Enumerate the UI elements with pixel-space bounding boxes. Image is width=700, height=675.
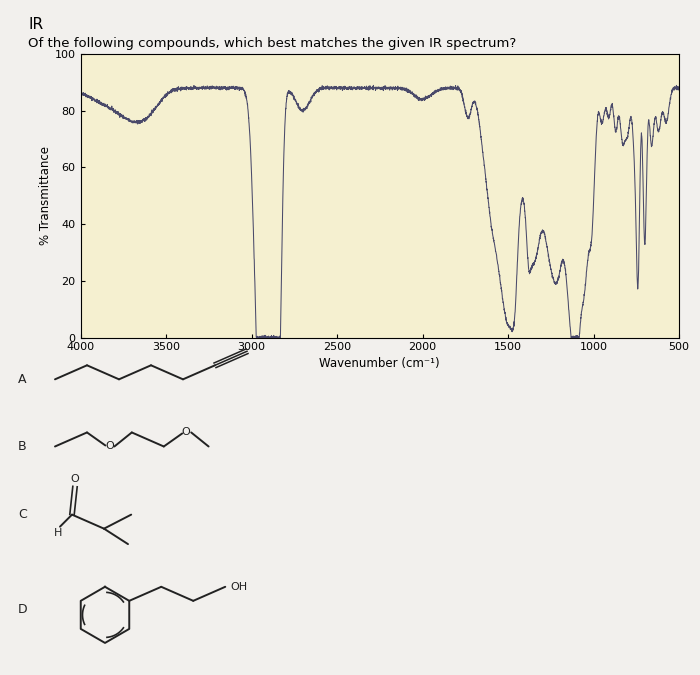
X-axis label: Wavenumber (cm⁻¹): Wavenumber (cm⁻¹) xyxy=(319,356,440,369)
Text: A: A xyxy=(18,373,27,386)
Text: OH: OH xyxy=(230,582,247,592)
Text: IR: IR xyxy=(28,17,43,32)
Y-axis label: % Transmittance: % Transmittance xyxy=(39,146,52,245)
Text: Of the following compounds, which best matches the given IR spectrum?: Of the following compounds, which best m… xyxy=(28,37,517,50)
Text: C: C xyxy=(18,508,27,521)
Text: H: H xyxy=(54,528,62,538)
Text: O: O xyxy=(182,427,190,437)
Text: O: O xyxy=(105,441,114,452)
Text: B: B xyxy=(18,440,27,453)
Text: D: D xyxy=(18,603,27,616)
Text: O: O xyxy=(71,474,79,483)
